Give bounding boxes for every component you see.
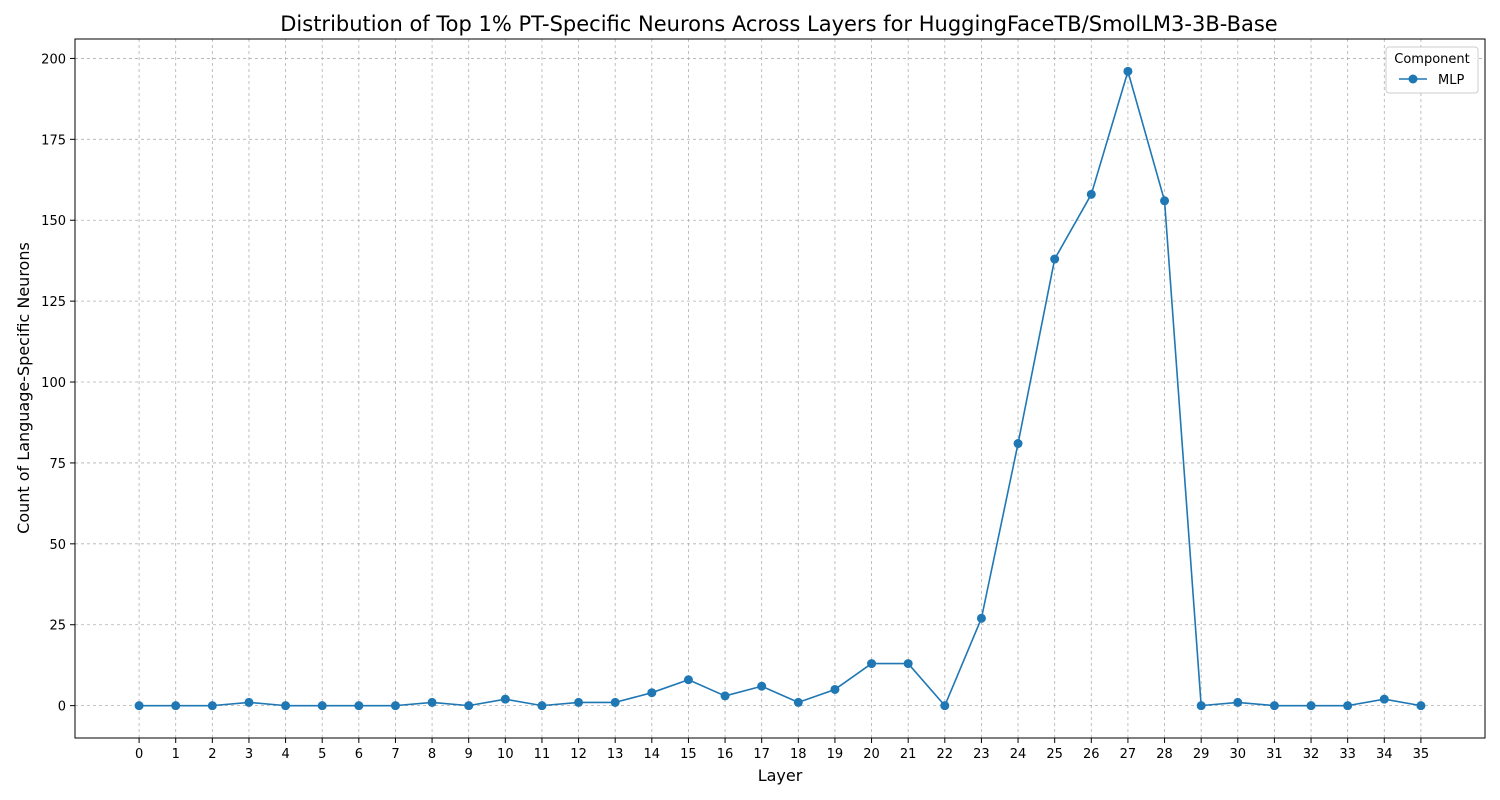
data-point [867, 659, 877, 669]
x-tick-label: 6 [355, 747, 363, 762]
y-tick-label: 175 [41, 133, 66, 148]
x-tick-label: 17 [753, 747, 770, 762]
x-tick-label: 26 [1083, 747, 1100, 762]
y-tick-label: 125 [41, 295, 66, 310]
data-point [1050, 254, 1060, 264]
data-point [940, 701, 950, 711]
x-tick-label: 4 [281, 747, 289, 762]
x-tick-label: 21 [900, 747, 917, 762]
x-tick-label: 20 [863, 747, 880, 762]
series-layer [134, 66, 1426, 711]
x-tick-label: 14 [644, 747, 661, 762]
x-tick-label: 29 [1193, 747, 1210, 762]
data-point [1269, 701, 1279, 711]
data-point [830, 684, 840, 694]
x-axis-ticks: 0 1 2 3 4 5 6 7 8 9 10 11 12 13 14 15 16 17 18 19 20 21 22 23 24… [135, 738, 1429, 762]
data-point [903, 659, 913, 669]
data-point [244, 697, 254, 707]
x-tick-label: 13 [607, 747, 624, 762]
data-point [427, 697, 437, 707]
x-tick-label: 24 [1010, 747, 1027, 762]
x-tick-label: 1 [172, 747, 180, 762]
y-tick-label: 200 [41, 52, 66, 67]
data-point [464, 701, 474, 711]
data-point [1196, 701, 1206, 711]
y-tick-label: 25 [49, 619, 66, 634]
y-axis-ticks: 0 25 50 75 100 125 150 175 200 [41, 52, 75, 715]
x-tick-label: 23 [973, 747, 990, 762]
grid [75, 39, 1485, 738]
series-line-mlp [139, 70, 1422, 707]
x-tick-label: 5 [318, 747, 326, 762]
plot-frame [74, 38, 1486, 739]
x-tick-label: 16 [717, 747, 734, 762]
data-point [720, 691, 730, 701]
data-point [390, 701, 400, 711]
data-point [574, 697, 584, 707]
x-tick-label: 0 [135, 747, 143, 762]
data-point [793, 697, 803, 707]
data-point [683, 675, 693, 685]
x-tick-label: 19 [827, 747, 844, 762]
x-tick-label: 30 [1230, 747, 1247, 762]
x-tick-label: 11 [534, 747, 551, 762]
x-tick-label: 28 [1156, 747, 1173, 762]
legend-entry-mlp: MLP [1438, 73, 1464, 88]
data-point [537, 701, 547, 711]
legend-marker-swatch [1408, 74, 1418, 84]
legend-box [1385, 46, 1479, 94]
x-tick-label: 35 [1413, 747, 1430, 762]
x-tick-label: 34 [1376, 747, 1393, 762]
x-axis-label: Layer [758, 766, 803, 785]
data-point [500, 694, 510, 704]
data-point [1306, 701, 1316, 711]
data-point [1086, 189, 1096, 199]
data-point [757, 681, 767, 691]
data-point [1013, 439, 1023, 449]
data-point [281, 701, 291, 711]
x-tick-label: 22 [937, 747, 954, 762]
legend-title: Component [1394, 52, 1469, 67]
x-tick-label: 3 [245, 747, 253, 762]
data-point [354, 701, 364, 711]
data-point [1416, 701, 1426, 711]
x-tick-label: 15 [680, 747, 697, 762]
data-point [976, 613, 986, 623]
x-tick-label: 12 [570, 747, 587, 762]
x-tick-label: 33 [1339, 747, 1356, 762]
x-tick-label: 25 [1046, 747, 1063, 762]
data-point [207, 701, 217, 711]
x-tick-label: 2 [208, 747, 216, 762]
x-tick-label: 18 [790, 747, 807, 762]
data-point [610, 697, 620, 707]
x-tick-label: 8 [428, 747, 436, 762]
data-point [1379, 694, 1389, 704]
legend: Component MLP [1385, 46, 1479, 94]
x-tick-label: 32 [1303, 747, 1320, 762]
y-axis-label: Count of Language-Specific Neurons [14, 242, 33, 534]
data-point [317, 701, 327, 711]
data-point [647, 688, 657, 698]
data-point [1343, 701, 1353, 711]
x-tick-label: 27 [1120, 747, 1137, 762]
y-tick-label: 75 [49, 457, 66, 472]
x-tick-label: 31 [1266, 747, 1283, 762]
data-point [1233, 697, 1243, 707]
x-tick-label: 7 [391, 747, 399, 762]
data-point [1123, 66, 1133, 76]
data-point [171, 701, 181, 711]
x-tick-label: 10 [497, 747, 514, 762]
chart-title: Distribution of Top 1% PT-Specific Neuro… [280, 12, 1277, 36]
y-tick-label: 150 [41, 214, 66, 229]
y-tick-label: 0 [58, 700, 66, 715]
y-tick-label: 50 [49, 538, 66, 553]
data-point [134, 701, 144, 711]
data-point [1160, 196, 1170, 206]
y-tick-label: 100 [41, 376, 66, 391]
x-tick-label: 9 [465, 747, 473, 762]
